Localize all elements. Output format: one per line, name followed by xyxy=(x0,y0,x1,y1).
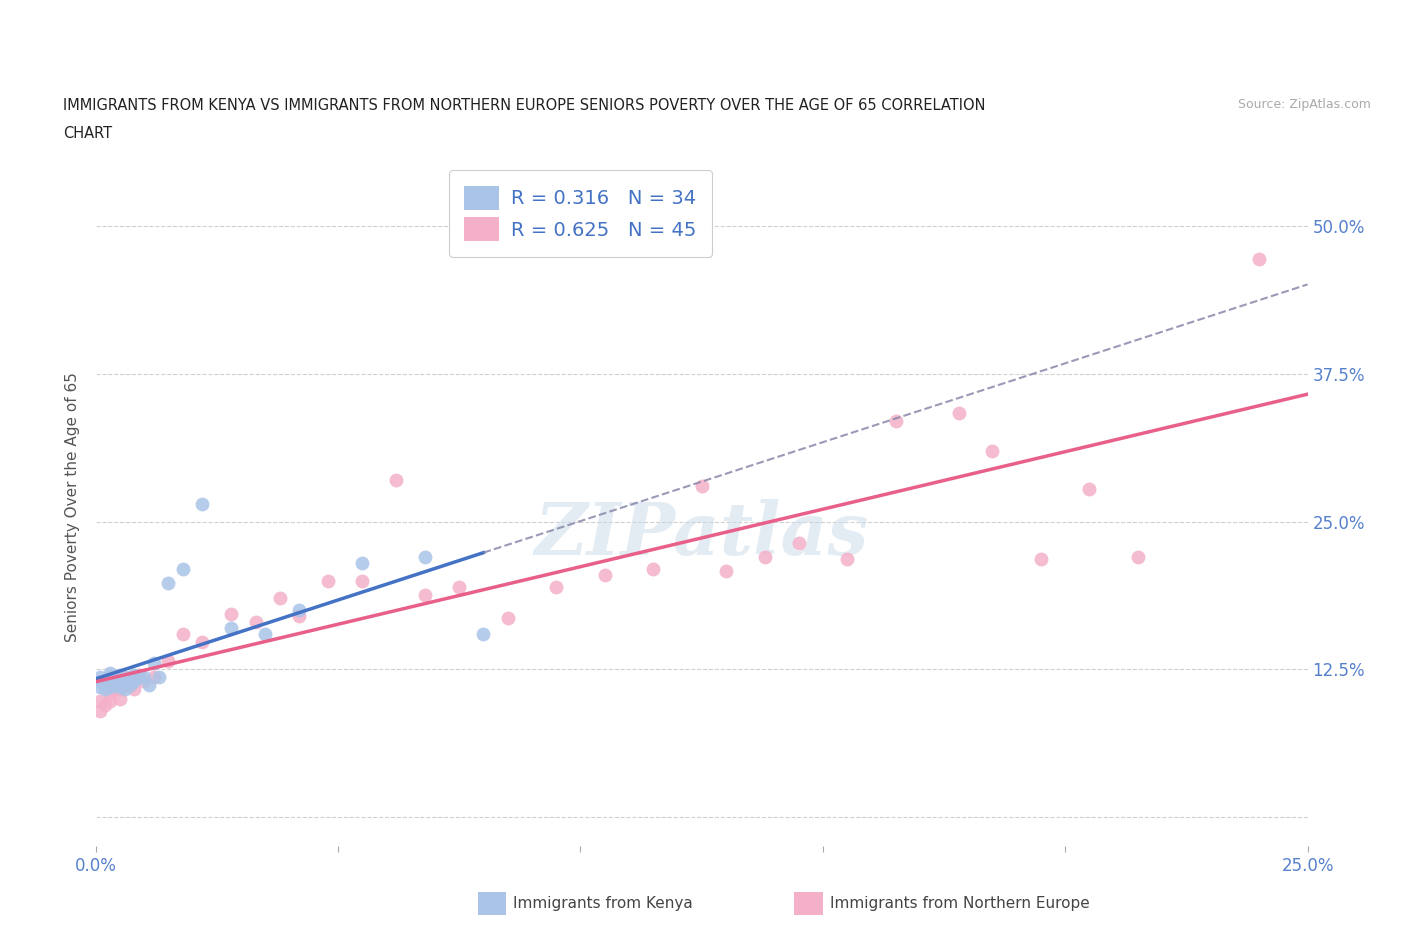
Point xyxy=(352,555,374,570)
Y-axis label: Seniors Poverty Over the Age of 65: Seniors Poverty Over the Age of 65 xyxy=(65,372,80,642)
Point xyxy=(948,405,970,420)
Point xyxy=(128,670,150,684)
Point xyxy=(221,620,243,635)
Point xyxy=(1029,551,1052,566)
Point xyxy=(269,591,291,605)
Point xyxy=(94,698,117,712)
Point xyxy=(157,654,180,669)
Point xyxy=(172,562,194,577)
Point xyxy=(108,673,131,688)
Text: Immigrants from Kenya: Immigrants from Kenya xyxy=(513,897,693,911)
Point xyxy=(98,685,121,700)
Point xyxy=(172,626,194,641)
Point xyxy=(835,551,858,566)
Text: ZIPatlas: ZIPatlas xyxy=(534,498,869,569)
Point xyxy=(108,668,131,683)
Point xyxy=(124,673,146,688)
Point xyxy=(89,680,111,695)
Point xyxy=(132,670,155,684)
Point xyxy=(114,673,136,688)
Point xyxy=(714,564,737,578)
Point xyxy=(89,694,111,709)
Point xyxy=(94,677,117,692)
Point xyxy=(118,677,141,692)
Point xyxy=(352,573,374,588)
Point xyxy=(89,673,111,688)
Point xyxy=(89,703,111,718)
Point xyxy=(104,677,127,692)
Point xyxy=(496,611,519,626)
Point xyxy=(1078,481,1101,496)
Point xyxy=(138,677,160,692)
Point xyxy=(124,670,146,684)
Point xyxy=(245,615,267,630)
Point xyxy=(1126,550,1149,565)
Point xyxy=(98,665,121,680)
Point xyxy=(413,550,436,565)
Point xyxy=(142,656,165,671)
Point xyxy=(98,694,121,709)
Point xyxy=(124,682,146,697)
Point xyxy=(981,444,1004,458)
Point xyxy=(787,536,810,551)
Point xyxy=(132,673,155,688)
Point xyxy=(148,670,170,684)
Point xyxy=(114,677,136,692)
Point xyxy=(108,682,131,697)
Point xyxy=(288,608,311,623)
Point xyxy=(98,680,121,695)
Point xyxy=(142,670,165,684)
Text: IMMIGRANTS FROM KENYA VS IMMIGRANTS FROM NORTHERN EUROPE SENIORS POVERTY OVER TH: IMMIGRANTS FROM KENYA VS IMMIGRANTS FROM… xyxy=(63,98,986,113)
Point xyxy=(593,567,616,582)
Text: Immigrants from Northern Europe: Immigrants from Northern Europe xyxy=(830,897,1090,911)
Point xyxy=(690,479,713,494)
Point xyxy=(191,634,214,649)
Point xyxy=(104,677,127,692)
Point xyxy=(118,677,141,692)
Point xyxy=(89,670,111,684)
Point xyxy=(124,668,146,683)
Point xyxy=(108,680,131,695)
Point xyxy=(98,670,121,684)
Point xyxy=(385,472,408,487)
Point xyxy=(643,562,665,577)
Point xyxy=(108,691,131,706)
Point xyxy=(1249,252,1271,267)
Point xyxy=(104,682,127,697)
Point xyxy=(449,579,471,594)
Point xyxy=(104,670,127,684)
Point xyxy=(288,603,311,618)
Point xyxy=(254,626,277,641)
Point xyxy=(191,497,214,512)
Legend: R = 0.316   N = 34, R = 0.625   N = 45: R = 0.316 N = 34, R = 0.625 N = 45 xyxy=(449,170,711,257)
Point xyxy=(118,670,141,684)
Point xyxy=(114,682,136,697)
Point xyxy=(754,550,776,565)
Point xyxy=(884,414,907,429)
Point xyxy=(221,606,243,621)
Point xyxy=(128,668,150,683)
Text: CHART: CHART xyxy=(63,126,112,140)
Point xyxy=(114,670,136,684)
Point xyxy=(413,588,436,603)
Point xyxy=(94,673,117,688)
Point xyxy=(546,579,568,594)
Text: Source: ZipAtlas.com: Source: ZipAtlas.com xyxy=(1237,98,1371,111)
Point xyxy=(94,682,117,697)
Point xyxy=(157,576,180,591)
Point xyxy=(472,626,495,641)
Point xyxy=(318,573,340,588)
